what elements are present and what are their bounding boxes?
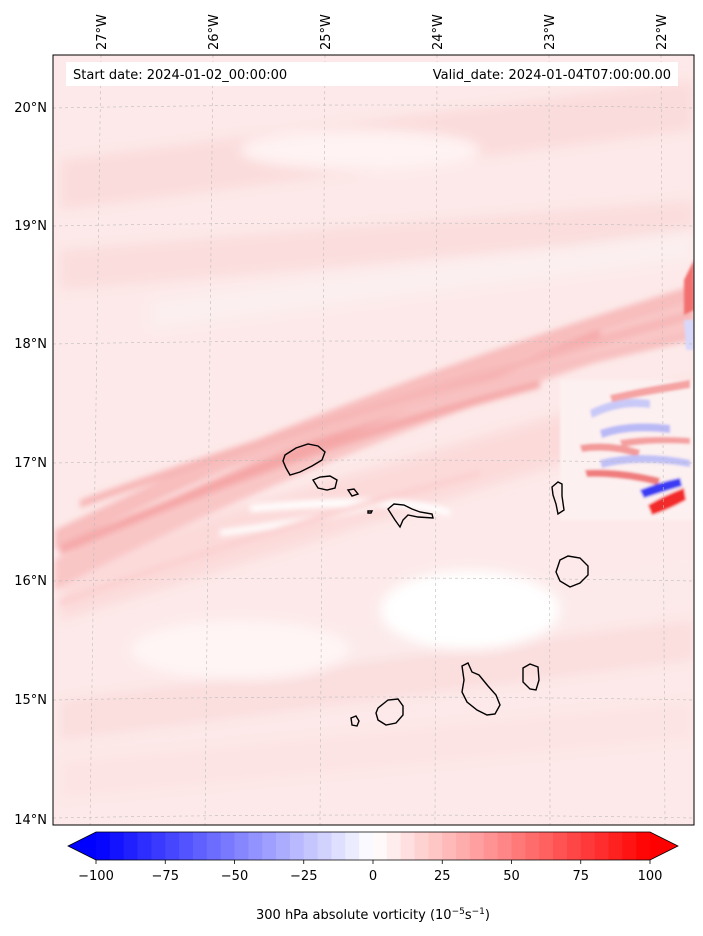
colorbar-cell <box>262 832 277 860</box>
colorbar-cell <box>206 832 222 860</box>
vorticity-jet-band <box>55 285 694 606</box>
colorbar-cell <box>179 832 194 860</box>
colorbar-cell <box>303 832 319 860</box>
colorbar-cell <box>553 832 568 860</box>
lat-label: 16°N <box>14 574 47 589</box>
colorbar-label: 300 hPa absolute vorticity (10−5s−1) <box>256 907 490 923</box>
colorbar-extend-max <box>650 832 678 860</box>
colorbar-cell <box>428 832 443 860</box>
colorbar-cell <box>373 832 388 860</box>
colorbar-cell <box>192 832 208 860</box>
island-santa-luzia <box>346 488 360 497</box>
colorbar-cell <box>248 832 263 860</box>
colorbar-cell <box>469 832 485 860</box>
colorbar-tick-label: −50 <box>221 869 248 884</box>
colorbar-tick-label: 75 <box>572 869 589 884</box>
colorbar-extend-min <box>68 832 96 860</box>
start-date: Start date: 2024-01-02_00:00:00 <box>73 68 287 83</box>
colorbar-cell <box>594 832 610 860</box>
lat-label: 20°N <box>14 101 47 116</box>
colorbar-cell <box>234 832 249 860</box>
colorbar-cell <box>497 832 513 860</box>
colorbar-tick-label: 25 <box>434 869 451 884</box>
island-branco <box>367 510 374 514</box>
island-santo-antao <box>282 443 326 476</box>
colorbar-cell <box>636 832 651 860</box>
colorbar-cell <box>151 832 166 860</box>
colorbar-cell <box>96 832 111 860</box>
colorbar-cell <box>123 832 139 860</box>
colorbar-tick-label: −100 <box>78 869 114 884</box>
colorbar-tick-label: −75 <box>152 869 179 884</box>
lat-label: 17°N <box>14 456 47 471</box>
lat-label: 15°N <box>14 693 47 708</box>
colorbar-cell <box>317 832 333 860</box>
colorbar-cell <box>386 832 402 860</box>
island-boa-vista <box>555 555 589 588</box>
map-panel <box>53 55 694 825</box>
island-sal <box>551 481 565 516</box>
lon-label: 25°W <box>319 14 334 50</box>
colorbar-cell <box>608 832 623 860</box>
latitude-labels: 20°N 19°N 18°N 17°N 16°N 15°N 14°N <box>14 101 47 828</box>
island-maio <box>522 663 540 691</box>
lon-label: 27°W <box>95 14 110 50</box>
colorbar-cell <box>456 832 471 860</box>
colorbar-tick-label: 100 <box>638 869 663 884</box>
colorbar-cell <box>414 832 429 860</box>
colorbar: −100 −75 −50 −25 0 25 50 75 100 300 hPa absolute… <box>67 831 679 923</box>
colorbar-tick-label: 0 <box>369 869 377 884</box>
colorbar-cell <box>580 832 596 860</box>
lon-label: 23°W <box>543 14 558 50</box>
valid-date: Valid_date: 2024-01-04T07:00:00.00 <box>433 68 671 83</box>
lon-label: 24°W <box>431 14 446 50</box>
colorbar-cell <box>442 832 457 860</box>
lon-label: 26°W <box>207 14 222 50</box>
lat-label: 19°N <box>14 219 47 234</box>
colorbar-cell <box>622 832 637 860</box>
map-border <box>52 54 695 826</box>
colorbar-tick-label: −25 <box>290 869 317 884</box>
coastlines <box>282 443 589 727</box>
island-sao-nicolau <box>387 503 434 529</box>
colorbar-ticks: −100 −75 −50 −25 0 25 50 75 100 <box>78 860 662 884</box>
colorbar-cell <box>566 832 582 860</box>
colorbar-cell <box>331 832 346 860</box>
island-sao-vicente <box>311 475 338 491</box>
colorbar-cell <box>276 832 291 860</box>
header-box <box>66 62 678 86</box>
island-fogo <box>375 698 404 726</box>
colorbar-cell <box>137 832 152 860</box>
lat-label: 14°N <box>14 813 47 828</box>
colorbar-cell <box>220 832 236 860</box>
lon-label: 22°W <box>655 14 670 50</box>
colorbar-cell <box>359 832 374 860</box>
colorbar-cell <box>165 832 180 860</box>
colorbar-cell <box>511 832 526 860</box>
vorticity-disturbance <box>560 260 694 520</box>
colorbar-cells <box>96 832 651 860</box>
colorbar-cell <box>539 832 554 860</box>
colorbar-cell <box>289 832 305 860</box>
lat-label: 18°N <box>14 337 47 352</box>
colorbar-cell <box>400 832 416 860</box>
colorbar-cell <box>109 832 125 860</box>
gridlines <box>53 55 694 825</box>
island-santiago <box>461 662 501 716</box>
colorbar-cell <box>345 832 360 860</box>
longitude-labels: 27°W 26°W 25°W 24°W 23°W 22°W <box>95 14 670 50</box>
colorbar-cell <box>483 832 499 860</box>
island-brava <box>350 715 360 727</box>
colorbar-tick-label: 50 <box>503 869 520 884</box>
colorbar-cell <box>525 832 540 860</box>
